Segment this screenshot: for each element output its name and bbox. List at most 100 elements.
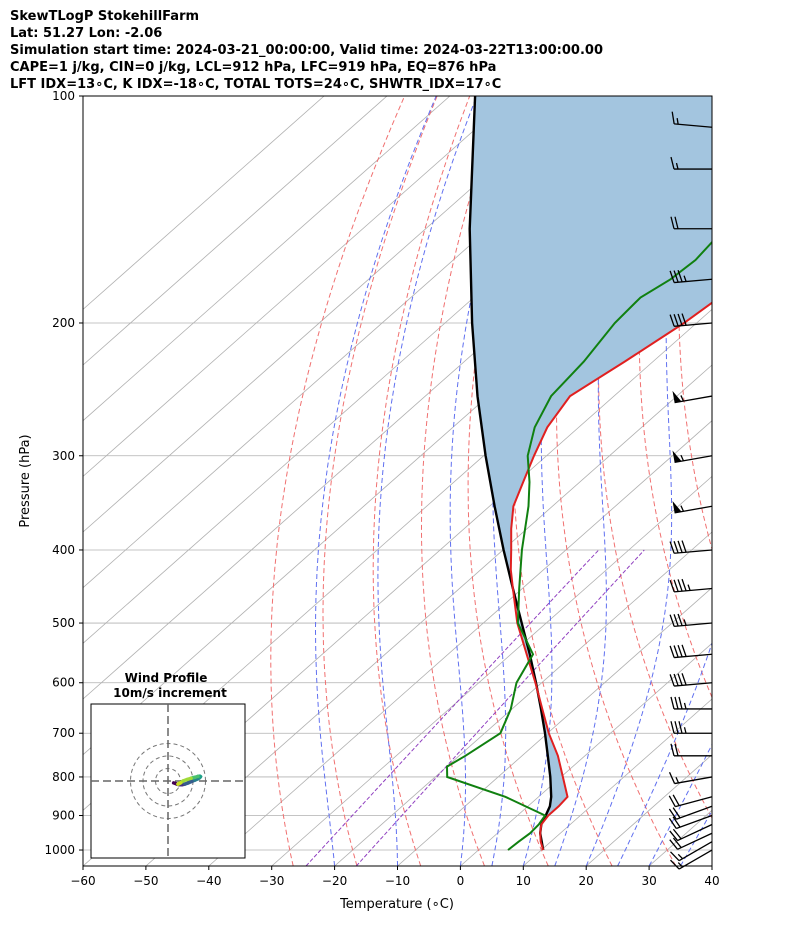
dry-adiabat [421,96,503,866]
plot-area [445,96,712,851]
barb-flag [672,390,682,403]
hodograph-plot [91,704,245,858]
wind-barb [670,721,712,734]
mixing-ratio-line [305,549,600,866]
moist-adiabat [449,96,527,866]
moist-adiabat [648,743,712,866]
chart-header: SkewTLogP StokehillFarm Lat: 51.27 Lon: … [10,8,603,93]
barb-half-feather [687,584,691,591]
barb-flag [672,450,682,463]
x-tick-label: −50 [133,874,158,888]
x-tick-label: 30 [641,874,656,888]
barb-full-feather [670,859,680,870]
barb-full-feather [669,645,675,658]
wind-barb [668,805,713,820]
barb-staff [674,278,713,284]
barb-staff [674,395,713,404]
isotherm-line [83,96,388,366]
barb-full-feather [669,830,679,841]
y-tick-label: 800 [52,770,75,784]
wind-barb [669,832,713,850]
y-tick-label: 100 [52,89,75,103]
barb-full-feather [669,674,675,687]
barb-full-feather [677,269,683,283]
barb-half-feather [676,118,679,125]
time-line: Simulation start time: 2024-03-21_00:00:… [10,43,603,58]
barb-full-feather [673,541,679,554]
temperature-line [509,301,712,851]
x-tick-label: 40 [704,874,719,888]
barb-full-feather [673,645,679,658]
x-axis-label: Temperature (∘C) [339,897,454,912]
index-line: LFT IDX=13∘C, K IDX=-18∘C, TOTAL TOTS=24… [10,77,502,92]
wind-barb [672,450,713,463]
barb-full-feather [678,721,683,734]
barb-full-feather [673,270,679,283]
wind-barb [669,644,713,659]
barb-staff [677,832,713,850]
isotherm-line [523,698,712,866]
barb-full-feather [677,644,683,658]
barb-staff [676,805,713,820]
barb-half-feather [683,275,687,282]
dry-adiabat [372,96,471,866]
barb-full-feather [681,313,687,326]
barb-staff [677,823,713,842]
x-tick-label: 20 [579,874,594,888]
hodograph-subtitle: 10m/s increment [113,686,227,700]
barb-full-feather [681,540,687,553]
barb-staff [674,587,713,593]
isotherm-line [83,96,514,477]
barb-staff [674,776,713,785]
moist-adiabat [377,96,478,866]
wind-barb [670,216,712,230]
barb-full-feather [674,743,679,756]
dry-adiabat [556,96,677,866]
dry-adiabat [717,96,794,866]
x-tick-label: 0 [457,874,465,888]
barb-flag [672,501,682,513]
y-axis-label: Pressure (hPa) [18,434,33,527]
barb-full-feather [673,579,679,592]
barb-full-feather [670,156,675,170]
barb-full-feather [669,614,675,627]
dry-adiabat [638,96,712,699]
y-tick-label: 1000 [44,843,75,857]
barb-full-feather [668,817,677,829]
axes: −60 −50 −40 −30 −20 −10 0 10 20 30 40 1000 900 800 700… [44,89,719,888]
x-tick-label: −40 [196,874,221,888]
barb-full-feather [672,828,682,840]
barb-full-feather [669,541,675,554]
barb-full-feather [670,696,675,710]
dry-adiabat [790,96,794,866]
dry-adiabat [322,96,438,866]
x-tick-label: −20 [322,874,347,888]
barb-staff [674,322,713,327]
barb-staff [676,814,713,830]
isotherm-line [271,475,712,866]
barb-staff [674,682,713,687]
wind-barbs [668,111,713,870]
chart-title: SkewTLogP StokehillFarm [10,9,200,24]
wind-barb [672,390,713,404]
barb-staff [674,622,713,627]
location-line: Lat: 51.27 Lon: -2.06 [10,26,163,41]
dry-adiabat [754,96,794,866]
barb-full-feather [668,795,676,807]
wind-barb [669,578,713,593]
barb-half-feather [680,395,685,402]
barb-full-feather [670,216,675,229]
barb-half-feather [683,727,687,734]
wind-barb [670,743,712,757]
barb-full-feather [681,673,687,686]
barb-full-feather [669,579,675,593]
y-tick-label: 400 [52,543,75,557]
y-tick-label: 700 [52,726,75,740]
barb-full-feather [670,743,675,756]
barb-staff [674,505,713,514]
hodograph-title: Wind Profile [125,671,208,685]
barb-half-feather [677,853,684,860]
barb-staff [674,653,713,659]
barb-staff [674,549,713,554]
hodograph-inset: Wind Profile 10m/s increment [90,671,246,859]
